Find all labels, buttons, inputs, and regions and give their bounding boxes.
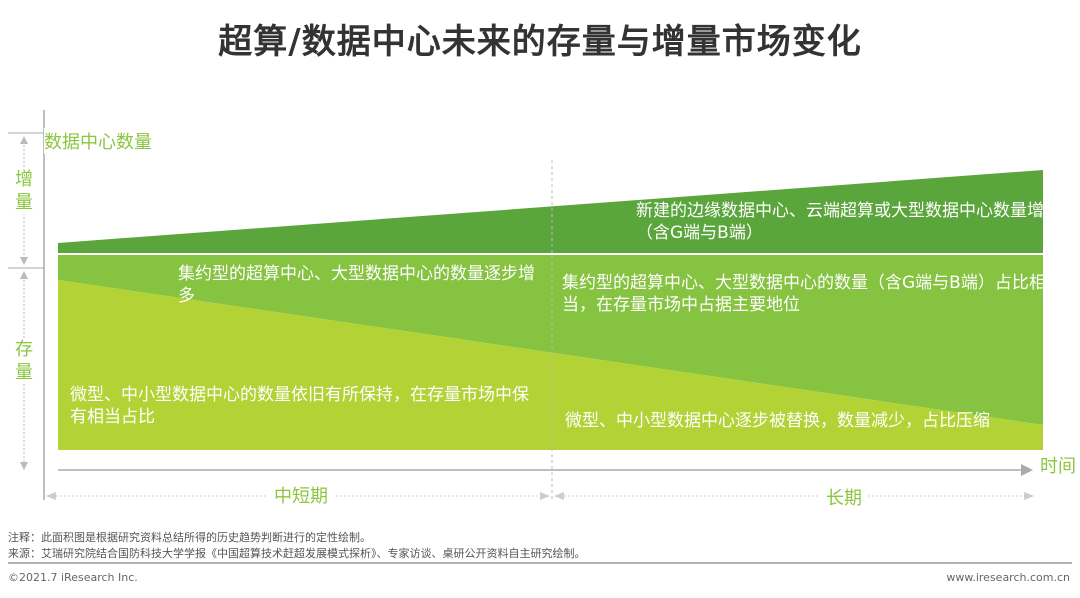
y-axis-label: 数据中心数量 (44, 128, 152, 154)
increment-area (58, 170, 1043, 253)
page-title: 超算/数据中心未来的存量与增量市场变化 (218, 22, 862, 62)
period-short-mid: 中短期 (268, 482, 334, 508)
small-short-text: 微型、中小型数据中心的数量依旧有所保持，在存量市场中保有相当占比 (70, 385, 529, 427)
stock-label: 存量 (15, 338, 35, 384)
note-text: 注释：此面积图是根据研究资料总结所得的历史趋势判断进行的定性绘制。 (8, 531, 371, 544)
small-long-text: 微型、中小型数据中心逐步被替换，数量减少，占比压缩 (565, 411, 990, 431)
large-short-text: 集约型的超算中心、大型数据中心的数量逐步增多 (178, 264, 535, 306)
source-text: 来源：艾瑞研究院结合国防科技大学学报《中国超算技术赶超发展模式探析》、专家访谈、… (8, 547, 586, 560)
x-axis-label: 时间 (1040, 456, 1076, 477)
large-datacenter-area (58, 255, 1043, 425)
website-link[interactable]: www.iresearch.com.cn (946, 571, 1070, 584)
period-long: 长期 (820, 484, 868, 510)
copyright: ©2021.7 iResearch Inc. (8, 571, 138, 584)
large-long-text: 集约型的超算中心、大型数据中心的数量（含G端与B端）占比相当，在存量市场中占据主… (562, 273, 1046, 315)
increment-label: 增量 (15, 168, 35, 214)
small-datacenter-area (58, 280, 1043, 450)
increment-long-text: 新建的边缘数据中心、云端超算或大型数据中心数量增多（含G端与B端） (636, 201, 1061, 243)
